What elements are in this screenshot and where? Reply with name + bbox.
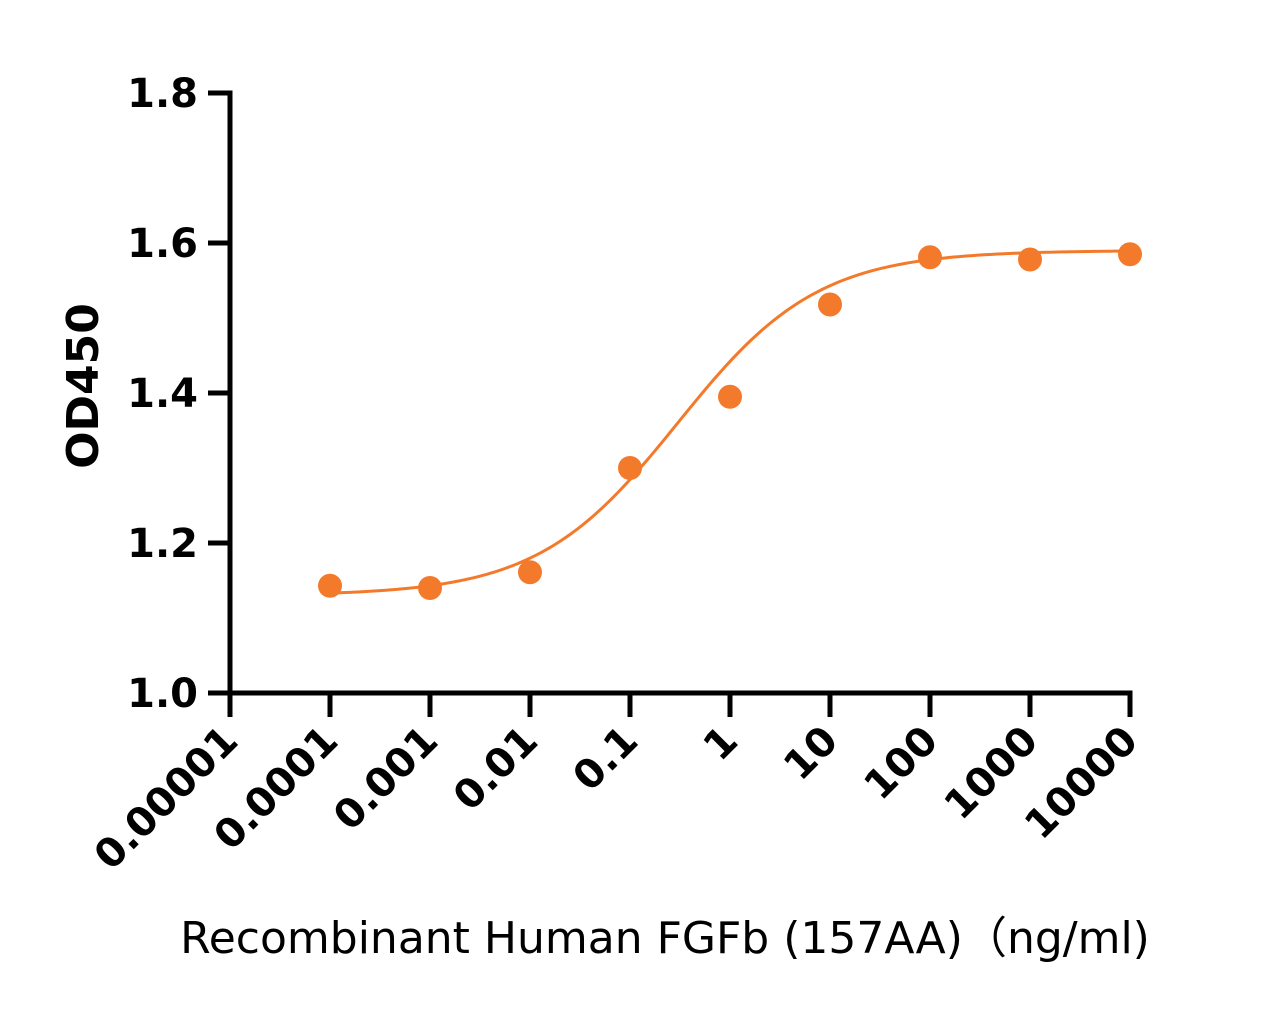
data-point: [1018, 247, 1042, 272]
y-tick-label: 1.2: [127, 521, 198, 567]
fit-curve-layer: [329, 249, 1131, 595]
data-point: [518, 560, 542, 585]
axes-layer: [208, 90, 1133, 717]
data-point: [718, 384, 742, 409]
x-tick-label: 100: [856, 718, 948, 810]
data-point: [918, 245, 942, 270]
x-tick-label: 0.001: [325, 718, 447, 840]
y-tick-label: 1.4: [127, 371, 198, 417]
x-tick-label: 10: [775, 718, 847, 790]
x-tick-label: 1: [695, 718, 747, 770]
x-tick-label: 0.1: [564, 718, 647, 801]
x-tick-label: 0.00001: [86, 718, 247, 879]
data-point: [318, 573, 342, 598]
x-tick-label: 0.01: [445, 718, 547, 820]
y-tick-label: 1.8: [127, 71, 198, 117]
data-point: [818, 292, 842, 317]
y-tick-label: 1.0: [127, 671, 198, 717]
fit-curve: [329, 249, 1131, 595]
x-tick-label: 10000: [1016, 718, 1147, 849]
data-point: [418, 576, 442, 600]
y-axis-title: OD450: [58, 303, 109, 469]
y-tick-label: 1.6: [127, 221, 198, 267]
x-axis-title: Recombinant Human FGFb (157AA)（ng/ml): [180, 913, 1150, 964]
data-point: [1118, 242, 1142, 267]
data-points-layer: [318, 242, 1142, 600]
data-point: [618, 456, 642, 480]
